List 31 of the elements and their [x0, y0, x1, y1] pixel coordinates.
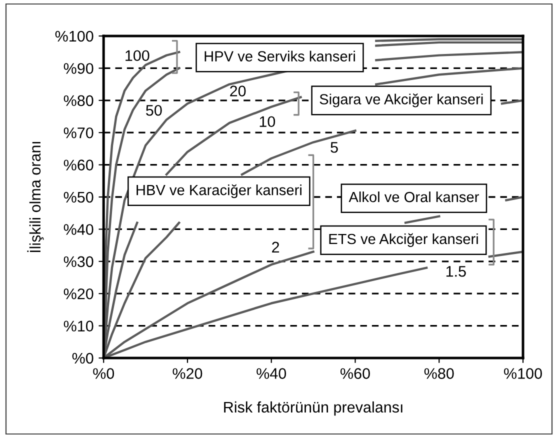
y-tick-label: %50: [64, 192, 94, 203]
annotation: HBV ve Karaciğer kanseri: [136, 184, 302, 198]
series-label: 1.5: [446, 266, 466, 277]
y-tick-label: %10: [64, 320, 94, 332]
x-tick-label: %60: [340, 368, 370, 379]
x-tick-label: %100: [504, 368, 542, 379]
series-label: 2: [272, 242, 280, 252]
annotation: HPV ve Serviks kanseri: [204, 50, 355, 62]
x-axis-title: Risk faktörünün prevalansı: [224, 401, 402, 416]
annotation: Alkol ve Oral kanser: [348, 191, 479, 202]
series-label: 50: [146, 104, 162, 116]
y-axis-title: İlişkili olma oranı: [27, 142, 44, 252]
x-tick-label: %20: [172, 368, 202, 379]
y-tick-label: %30: [64, 256, 94, 268]
y-tick-label: %40: [64, 224, 94, 235]
annotation: Sigara ve Akciğer kanseri: [320, 94, 483, 108]
annotation: ETS ve Akciğer kanseri: [329, 233, 478, 248]
y-tick-label: %100: [55, 30, 94, 42]
series-label: 100: [126, 50, 150, 62]
x-tick-label: %40: [256, 368, 286, 379]
series-label: 5: [330, 142, 338, 153]
y-tick-label: %60: [64, 160, 94, 170]
x-tick-label: %80: [424, 368, 454, 379]
y-tick-label: %80: [64, 95, 94, 106]
y-tick-label: %0: [72, 352, 94, 364]
series-label: 10: [260, 116, 276, 128]
series-label: 20: [230, 86, 246, 96]
y-tick-label: %70: [64, 127, 94, 138]
x-tick-label: %0: [93, 368, 114, 379]
y-tick-label: %90: [64, 63, 94, 74]
y-tick-label: %20: [64, 288, 94, 300]
